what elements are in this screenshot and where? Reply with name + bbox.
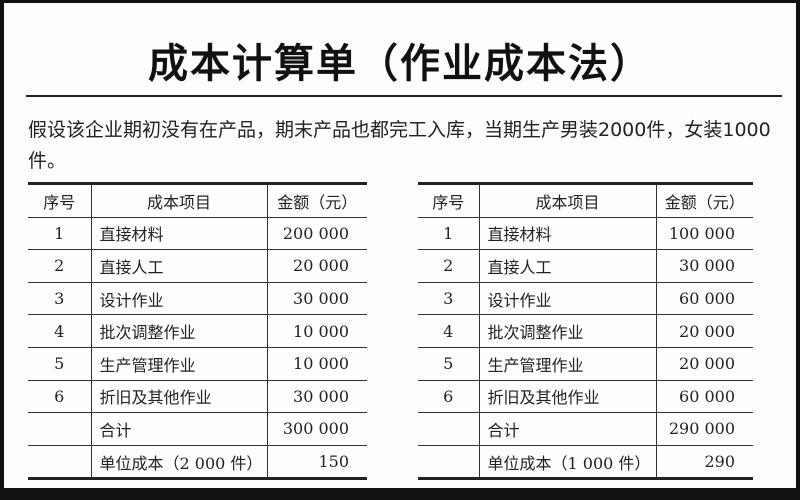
header-item: 成本项目 — [91, 183, 268, 218]
cell-item: 单位成本（1 000 件） — [479, 445, 657, 481]
cell-item: 折旧及其他作业 — [479, 380, 657, 414]
table-row: 5 生产管理作业 20 000 — [418, 347, 753, 381]
cell-item: 批次调整作业 — [91, 314, 268, 348]
cell-no: 2 — [418, 249, 480, 283]
cell-item: 直接人工 — [91, 249, 268, 283]
table-row: 合计 300 000 — [28, 412, 367, 446]
cell-no: 5 — [28, 347, 92, 381]
cell-amount: 100 000 — [656, 217, 753, 251]
cell-no — [28, 445, 92, 481]
header-item: 成本项目 — [479, 183, 657, 218]
table-row: 6 折旧及其他作业 30 000 — [28, 380, 367, 414]
cell-amount: 300 000 — [267, 412, 367, 446]
cell-no: 5 — [418, 347, 480, 381]
table-row: 4 批次调整作业 10 000 — [28, 314, 367, 348]
cell-amount: 30 000 — [656, 249, 753, 283]
cell-no: 1 — [28, 217, 92, 251]
cost-table-men: 序号 成本项目 金额（元） 1 直接材料 200 000 2 直接人工 20 000 3 设计… — [28, 182, 367, 481]
table-row: 单位成本（1 000 件） 290 — [418, 445, 753, 481]
cell-no: 6 — [28, 380, 92, 414]
cell-amount: 290 000 — [656, 412, 753, 446]
table-row: 1 直接材料 100 000 — [418, 217, 753, 251]
cell-amount: 10 000 — [267, 347, 367, 381]
cell-amount: 200 000 — [267, 217, 367, 251]
table-row: 3 设计作业 30 000 — [28, 282, 367, 316]
table-row: 6 折旧及其他作业 60 000 — [418, 380, 753, 414]
cell-no: 1 — [418, 217, 480, 251]
cell-amount: 30 000 — [267, 282, 367, 316]
cell-amount: 60 000 — [656, 282, 753, 316]
table-row: 3 设计作业 60 000 — [418, 282, 753, 316]
cell-item: 单位成本（2 000 件） — [91, 445, 268, 481]
cell-no: 4 — [418, 314, 480, 348]
cell-item: 合计 — [91, 412, 268, 446]
cell-no: 4 — [28, 314, 92, 348]
title-divider — [26, 95, 782, 97]
cell-item: 批次调整作业 — [479, 314, 657, 348]
cell-no: 2 — [28, 249, 92, 283]
header-amount: 金额（元） — [656, 183, 753, 218]
table-row: 2 直接人工 30 000 — [418, 249, 753, 283]
table-row: 合计 290 000 — [418, 412, 753, 446]
cell-no: 3 — [28, 282, 92, 316]
table-row: 5 生产管理作业 10 000 — [28, 347, 367, 381]
cell-amount: 150 — [267, 445, 367, 481]
cell-amount: 20 000 — [267, 249, 367, 283]
cell-item: 直接材料 — [91, 217, 268, 251]
cell-item: 设计作业 — [479, 282, 657, 316]
header-no: 序号 — [418, 183, 480, 218]
table-header: 序号 成本项目 金额（元） — [28, 183, 367, 218]
page-title: 成本计算单（作业成本法） — [148, 41, 652, 87]
table-header: 序号 成本项目 金额（元） — [418, 183, 753, 218]
table-row: 4 批次调整作业 20 000 — [418, 314, 753, 348]
cell-amount: 60 000 — [656, 380, 753, 414]
intro-text: 假设该企业期初没有在产品，期末产品也都完工入库，当期生产男装2000件，女装10… — [28, 119, 771, 172]
cell-no: 6 — [418, 380, 480, 414]
cell-no: 3 — [418, 282, 480, 316]
table-row: 1 直接材料 200 000 — [28, 217, 367, 251]
cell-item: 合计 — [479, 412, 657, 446]
header-amount: 金额（元） — [267, 183, 367, 218]
cell-amount: 20 000 — [656, 314, 753, 348]
cell-amount: 290 — [656, 445, 753, 481]
table-row: 2 直接人工 20 000 — [28, 249, 367, 283]
cell-item: 生产管理作业 — [91, 347, 268, 381]
cell-amount: 10 000 — [267, 314, 367, 348]
cell-item: 直接人工 — [479, 249, 657, 283]
cell-amount: 20 000 — [656, 347, 753, 381]
cell-amount: 30 000 — [267, 380, 367, 414]
cell-item: 设计作业 — [91, 282, 268, 316]
header-no: 序号 — [28, 183, 92, 218]
cell-no — [418, 412, 480, 446]
table-row: 单位成本（2 000 件） 150 — [28, 445, 367, 481]
cell-no — [418, 445, 480, 481]
cell-no — [28, 412, 92, 446]
cost-table-women: 序号 成本项目 金额（元） 1 直接材料 100 000 2 直接人工 30 000 3 设计… — [418, 182, 753, 481]
cell-item: 生产管理作业 — [479, 347, 657, 381]
cell-item: 直接材料 — [479, 217, 657, 251]
cell-item: 折旧及其他作业 — [91, 380, 268, 414]
